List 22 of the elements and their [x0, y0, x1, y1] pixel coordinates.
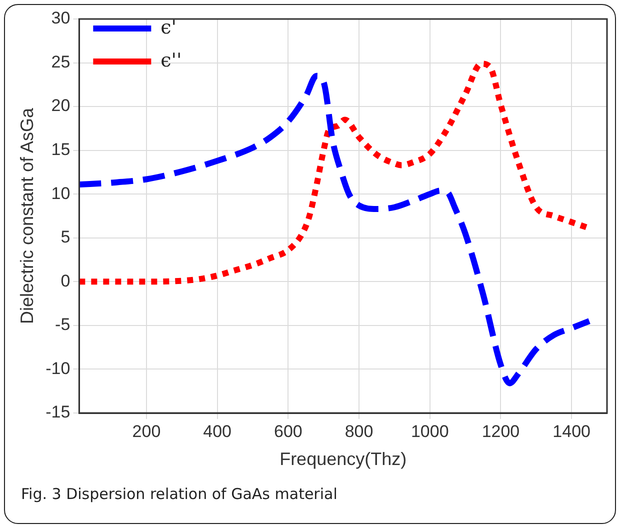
y-tick-label: 5 [60, 228, 70, 247]
x-tick-label: 600 [274, 422, 302, 441]
y-tick-label: 0 [60, 271, 70, 290]
y-tick-label: 30 [51, 8, 70, 28]
legend-label: ϵ' [160, 16, 177, 38]
caption: Fig. 3 Dispersion relation of GaAs material [21, 485, 338, 503]
y-tick-label: -5 [55, 315, 70, 334]
x-tick-label: 200 [132, 422, 161, 441]
y-tick-label: -15 [46, 402, 70, 422]
x-axis-title: Frequency(Thz) [280, 449, 407, 470]
x-tick-label: 1200 [482, 422, 520, 441]
y-tick-label: 10 [51, 184, 70, 203]
x-tick-label: 1000 [410, 422, 449, 441]
x-tick-label: 800 [344, 422, 374, 441]
x-tick-label: 400 [203, 422, 232, 441]
y-axis-title: Dielectric constant of AsGa [16, 106, 37, 324]
y-tick-label: 25 [51, 52, 70, 72]
x-tick-label: 1400 [552, 422, 590, 441]
y-tick-label: 20 [51, 96, 70, 116]
y-tick-label: -10 [46, 358, 70, 378]
legend-label: ϵ'' [160, 49, 182, 72]
y-tick-label: 15 [51, 140, 70, 160]
